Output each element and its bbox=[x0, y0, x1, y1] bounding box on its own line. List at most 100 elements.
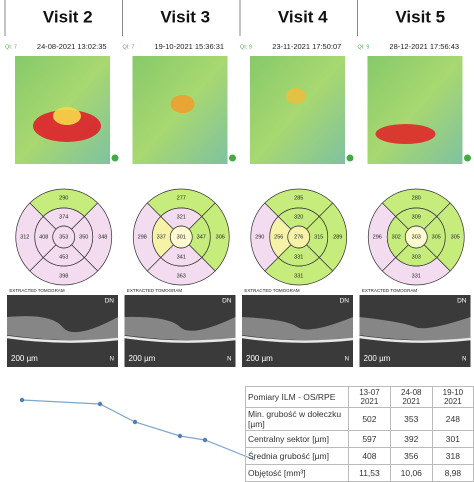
tomogram-scale: 200 µm bbox=[364, 354, 391, 363]
visit-label: Visit 2 bbox=[43, 7, 93, 26]
center-value: 301 bbox=[177, 234, 186, 240]
table-cell: 353 bbox=[389, 407, 433, 431]
outer-value: 289 bbox=[333, 234, 342, 240]
tomogram-corner: DN bbox=[457, 298, 467, 305]
center-sector bbox=[52, 225, 76, 249]
quality-index: QI: 9 bbox=[358, 44, 370, 50]
tomogram-corner: DN bbox=[340, 298, 350, 305]
trend-line bbox=[21, 399, 256, 461]
outer-value: 312 bbox=[20, 234, 29, 240]
inner-value: 321 bbox=[177, 214, 186, 220]
rpe-layer bbox=[6, 335, 119, 343]
inner-value: 341 bbox=[177, 254, 186, 260]
center-value: 353 bbox=[59, 234, 68, 240]
outer-value: 277 bbox=[177, 195, 186, 201]
outer-value: 331 bbox=[294, 273, 303, 279]
inner-value: 320 bbox=[294, 214, 303, 220]
quality-index: QI: 9 bbox=[240, 44, 252, 50]
inner-value: 256 bbox=[274, 234, 283, 240]
table-row: Pomiary ILM - OS/RPE 13-07 2021 24-08 2021… bbox=[244, 386, 474, 408]
table-row: Objętość [mm³] 11,53 10,06 8,98 bbox=[244, 464, 474, 482]
visit-label: Visit 5 bbox=[395, 7, 445, 26]
thickness-hotspot bbox=[53, 107, 81, 125]
table-cell: 301 bbox=[431, 430, 474, 448]
table-cell: 248 bbox=[431, 407, 474, 431]
table-cell: 11,53 bbox=[348, 464, 391, 482]
measurements-table: Pomiary ILM - OS/RPE 13-07 2021 24-08 2021… bbox=[244, 386, 474, 482]
tomogram-scale: 200 µm bbox=[246, 354, 273, 363]
retina-layer bbox=[124, 316, 236, 341]
table-cell: Pomiary ILM - OS/RPE bbox=[244, 386, 350, 408]
inner-value: 303 bbox=[412, 254, 421, 260]
tomogram-side: N bbox=[110, 357, 114, 363]
rpe-layer bbox=[241, 335, 354, 343]
table-cell: 356 bbox=[389, 447, 433, 465]
quality-index: QI: 7 bbox=[5, 44, 17, 50]
check-icon bbox=[463, 153, 472, 163]
table-cell: 392 bbox=[389, 430, 433, 448]
table-cell: 408 bbox=[348, 447, 391, 465]
center-sector bbox=[169, 225, 193, 249]
tomogram-title: EXTRACTED TOMOGRAM bbox=[362, 288, 418, 293]
thickness-map bbox=[367, 56, 463, 164]
check-icon bbox=[345, 153, 355, 163]
inner-value: 408 bbox=[39, 234, 48, 240]
outer-value: 398 bbox=[59, 273, 68, 279]
outer-value: 290 bbox=[255, 234, 264, 240]
inner-value: 315 bbox=[314, 234, 323, 240]
outer-value: 331 bbox=[412, 273, 421, 279]
table-cell: Średnia grubość [µm] bbox=[244, 447, 350, 465]
table-cell: 597 bbox=[348, 430, 391, 448]
tomogram-title: EXTRACTED TOMOGRAM bbox=[127, 288, 183, 293]
inner-value: 331 bbox=[294, 254, 303, 260]
trend-points bbox=[19, 397, 208, 443]
retina-layer bbox=[359, 317, 471, 341]
tomogram-side: N bbox=[227, 357, 231, 363]
outer-value: 298 bbox=[138, 234, 147, 240]
table-cell: Centralny sektor [µm] bbox=[244, 430, 350, 448]
table-cell: 10,06 bbox=[389, 464, 433, 482]
table-cell: Objętość [mm³] bbox=[244, 464, 350, 482]
rpe-layer bbox=[124, 335, 236, 343]
outer-value: 306 bbox=[216, 234, 225, 240]
tomogram-corner: DN bbox=[105, 298, 115, 305]
scan-date: 28-12-2021 17:56:43 bbox=[389, 42, 459, 51]
center-sector bbox=[287, 225, 311, 249]
header-band bbox=[0, 0, 474, 36]
inner-value: 309 bbox=[412, 214, 421, 220]
visit-label: Visit 4 bbox=[278, 7, 328, 26]
scan-date: 24-08-2021 13:02:35 bbox=[37, 42, 107, 51]
table-row: Średnia grubość [µm] 408 356 318 bbox=[244, 447, 474, 465]
inner-value: 337 bbox=[157, 234, 166, 240]
tomogram-side: N bbox=[462, 357, 466, 363]
table-cell: 502 bbox=[348, 407, 391, 431]
tomogram-side: N bbox=[345, 357, 349, 363]
check-icon bbox=[110, 153, 120, 163]
inner-value: 350 bbox=[79, 234, 88, 240]
thickness-hotspot bbox=[33, 110, 101, 142]
table-row: Centralny sektor [µm] 597 392 301 bbox=[244, 430, 474, 448]
outer-value: 296 bbox=[373, 234, 382, 240]
inner-value: 302 bbox=[392, 234, 401, 240]
table-row: Min. grubość w dołeczku [µm] 502 353 248 bbox=[244, 407, 474, 431]
outer-value: 363 bbox=[177, 273, 186, 279]
table-cell: 318 bbox=[431, 447, 474, 465]
tomogram-corner: DN bbox=[222, 298, 232, 305]
center-value: 303 bbox=[412, 234, 421, 240]
inner-value: 453 bbox=[59, 254, 68, 260]
thickness-hotspot bbox=[286, 88, 306, 104]
inner-value: 347 bbox=[197, 234, 206, 240]
thickness-map bbox=[250, 56, 345, 164]
retina-layer bbox=[7, 316, 118, 341]
outer-value: 348 bbox=[98, 234, 107, 240]
tomogram-scale: 200 µm bbox=[11, 354, 38, 363]
outer-value: 285 bbox=[294, 195, 303, 201]
scan-date: 23-11-2021 17:50:07 bbox=[272, 42, 341, 51]
outer-value: 305 bbox=[451, 234, 460, 240]
center-sector bbox=[404, 225, 428, 249]
thickness-hotspot bbox=[170, 95, 195, 113]
table-cell: 19-10 2021 bbox=[431, 386, 474, 408]
table-cell: Min. grubość w dołeczku [µm] bbox=[244, 407, 350, 431]
